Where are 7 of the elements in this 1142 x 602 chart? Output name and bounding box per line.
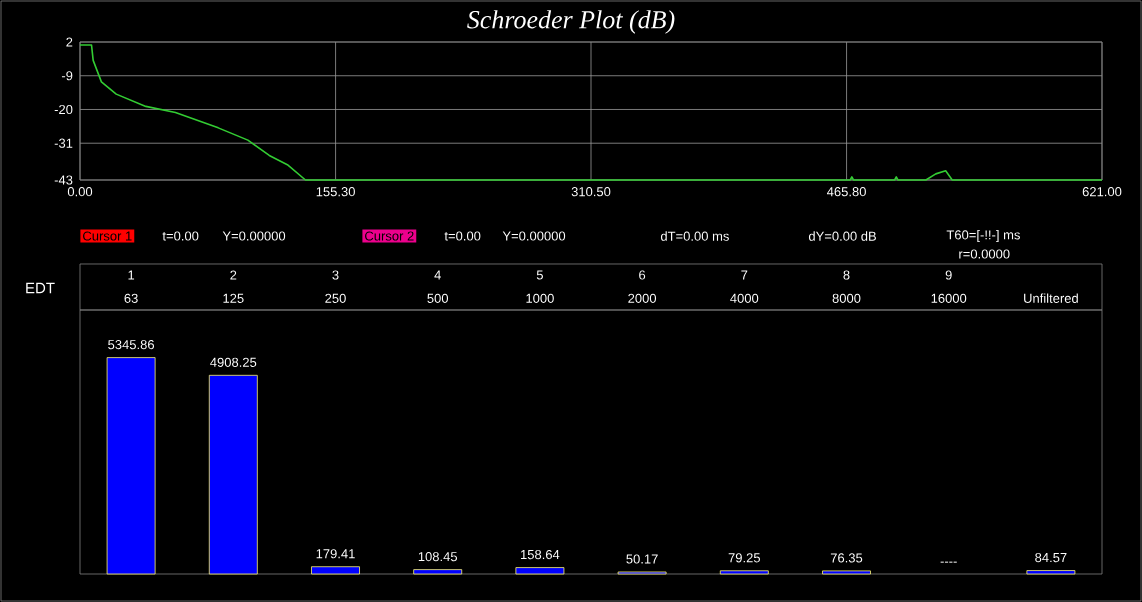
bar <box>106 357 156 575</box>
line-series <box>79 44 1103 181</box>
bar <box>208 374 258 575</box>
bar <box>311 566 360 575</box>
bar <box>413 569 463 575</box>
chart-title: Schroeder Plot (dB) <box>467 10 675 34</box>
bar <box>515 567 565 575</box>
